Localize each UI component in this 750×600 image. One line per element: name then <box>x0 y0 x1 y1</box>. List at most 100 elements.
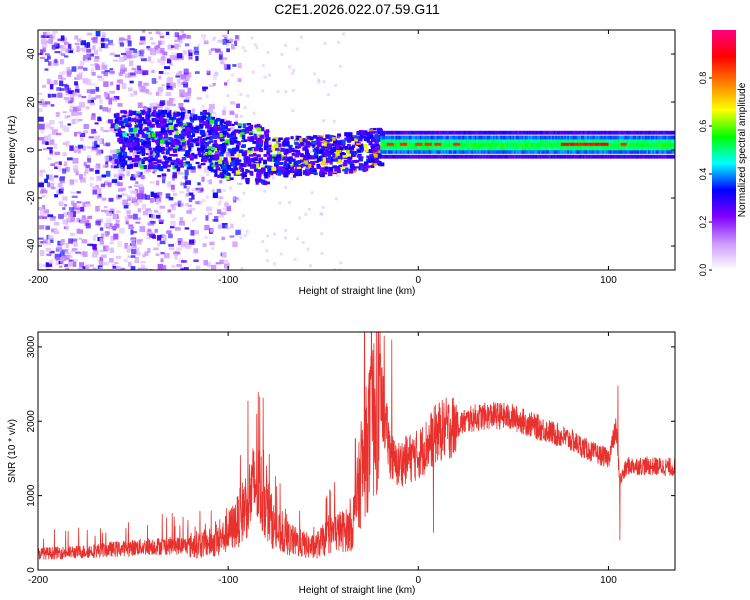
spectrogram-cell <box>573 146 576 151</box>
spectrogram-cell <box>208 104 215 110</box>
spectrogram-cell <box>339 261 343 265</box>
spectrogram-cell <box>543 135 545 140</box>
spectrogram-cell <box>486 130 489 135</box>
spectrogram-cell <box>386 146 389 151</box>
spectrogram-cell <box>274 162 279 168</box>
spectrogram-cell <box>181 140 186 146</box>
spectrogram-cell <box>561 146 564 151</box>
spectrogram-cell <box>140 174 145 180</box>
spectrogram-cell <box>131 248 137 255</box>
spectrogram-cell <box>410 146 413 151</box>
spectrogram-cell <box>46 262 52 267</box>
spectrogram-cell <box>647 135 650 140</box>
spectrogram-cell <box>328 166 334 172</box>
spectrogram-cell <box>579 150 582 154</box>
spectrogram-cell <box>125 133 129 137</box>
spectrogram-cell <box>643 135 646 140</box>
spectrogram-cell <box>120 124 126 129</box>
spectrogram-cell <box>315 139 319 145</box>
spectrogram-cell <box>99 260 104 266</box>
spectrogram-cell <box>188 136 193 142</box>
spectrogram-cell <box>168 132 173 136</box>
spectrogram-cell <box>115 132 121 137</box>
spectrogram-cell <box>59 121 64 128</box>
spectrogram-cell <box>95 86 100 92</box>
spectrogram-cell <box>393 139 396 144</box>
spectrogram-cell <box>204 235 208 239</box>
spectrogram-cell <box>256 134 262 137</box>
spectrogram-cell <box>185 192 190 197</box>
spectrogram-cell <box>370 131 376 134</box>
spectrogram-cell <box>579 146 582 151</box>
spectrogram-cell <box>147 56 152 62</box>
spectrogram-cell <box>115 219 120 223</box>
spectrogram-cell <box>39 209 45 215</box>
spectrogram-cell <box>655 139 658 144</box>
spectrogram-cell <box>421 146 424 151</box>
spectrogram-cell <box>500 139 503 144</box>
spectrogram-cell <box>150 42 156 45</box>
spectrogram-cell <box>134 155 140 160</box>
spectrogram-cell <box>135 158 141 161</box>
spectrogram-cell <box>571 150 574 154</box>
spectrogram-cell <box>583 142 586 146</box>
spectrogram-cell <box>546 139 548 144</box>
spectrogram-cell <box>539 154 542 159</box>
spectrogram-cell <box>161 157 167 164</box>
spectrogram-cell <box>154 81 158 84</box>
spectrogram-cell <box>532 146 535 151</box>
spectrogram-cell <box>241 134 246 140</box>
spectrogram-cell <box>118 72 123 77</box>
spectrogram-cell <box>65 140 70 147</box>
spectrogram-cell <box>260 169 264 175</box>
spectrogram-cell <box>376 134 382 138</box>
spectrogram-cell <box>99 227 104 231</box>
spectrogram-cell <box>135 51 140 56</box>
spectrogram-cell <box>533 146 536 151</box>
spectrogram-cell <box>190 126 194 132</box>
spectrogram-cell <box>561 130 564 135</box>
spectrogram-cell <box>54 151 61 156</box>
spectrogram-cell <box>219 152 224 157</box>
spectrogram-cell <box>176 247 182 251</box>
spectrogram-cell <box>511 139 513 144</box>
spectrogram-cell <box>113 96 120 100</box>
spectrogram-cell <box>173 251 179 255</box>
spectrogram-cell <box>99 237 104 242</box>
spectrogram-cell <box>590 154 592 159</box>
spectrogram-cell <box>232 130 236 134</box>
spectrogram-cell <box>571 146 574 151</box>
spectrogram-cell <box>660 150 662 154</box>
spectrogram-cell <box>511 150 513 154</box>
spectrogram-cell <box>344 145 349 149</box>
spectrogram-cell <box>444 150 446 154</box>
spectrogram-cell <box>657 150 659 154</box>
spectrogram-cell <box>216 188 222 193</box>
spectrogram-cell <box>38 182 44 188</box>
spectrogram-cell <box>185 150 190 154</box>
spectrogram-cell <box>597 146 600 151</box>
spectrogram-cell <box>393 146 396 151</box>
spectrogram-cell <box>242 174 248 178</box>
spectrogram-cell <box>654 150 656 154</box>
spectrogram-cell <box>556 146 559 151</box>
spectrogram-cell <box>156 214 161 219</box>
spectrogram-cell <box>172 172 177 179</box>
spectrogram-cell <box>276 90 280 94</box>
spectrogram-cell <box>45 247 51 252</box>
spectrogram-cell <box>669 142 672 147</box>
spectrogram-cell <box>142 122 146 126</box>
spectrogram-cell <box>543 130 545 135</box>
spectrogram-cell <box>578 130 580 135</box>
spectrogram-cell <box>591 146 594 151</box>
spectrogram-cell <box>413 142 416 147</box>
spectrogram-cell <box>146 237 151 240</box>
spectrogram-cell <box>497 135 500 140</box>
spectrogram-cell <box>159 139 165 144</box>
spectrogram-cell <box>263 75 267 79</box>
spectrogram-cell <box>91 67 95 74</box>
spectrogram-cell <box>200 140 204 146</box>
spectrogram-cell <box>632 130 635 135</box>
spectrogram-cell <box>673 135 675 140</box>
